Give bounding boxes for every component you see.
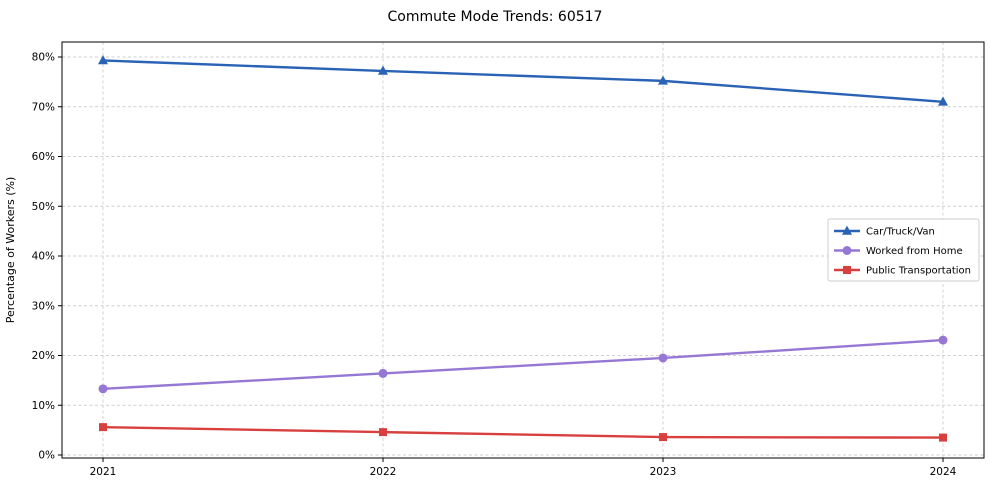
- data-point-marker-square: [939, 433, 947, 442]
- legend-box: [827, 218, 980, 282]
- data-point-marker-circle: [378, 368, 388, 378]
- y-axis-label: Percentage of Workers (%): [4, 177, 17, 324]
- series-line-worked-from-home: [101, 338, 945, 391]
- data-point-marker-triangle: [938, 96, 948, 106]
- y-tick-label: 70%: [32, 101, 55, 113]
- y-tick-label: 0%: [38, 450, 55, 462]
- y-tick-label: 80%: [32, 52, 55, 64]
- data-point-marker-square: [99, 423, 107, 432]
- series-line-public-transportation: [101, 425, 945, 439]
- y-tick-label: 40%: [32, 251, 55, 263]
- x-tick-label: 2024: [930, 466, 957, 478]
- data-point-marker-circle: [98, 384, 108, 394]
- data-point-marker-square: [659, 433, 667, 442]
- data-point-marker-triangle: [98, 55, 108, 65]
- x-tick-label: 2021: [90, 466, 117, 478]
- x-tick-label: 2022: [370, 466, 397, 478]
- data-point-marker-circle: [842, 246, 852, 255]
- data-point-marker-triangle: [658, 75, 668, 85]
- y-tick-label: 20%: [32, 350, 55, 362]
- legend-label-worked-from-home: Worked from Home: [866, 246, 963, 257]
- data-point-marker-circle: [658, 353, 668, 363]
- y-tick-label: 10%: [32, 400, 55, 412]
- data-point-marker-square: [379, 428, 387, 437]
- plot-border: [61, 41, 985, 459]
- chart-title: Commute Mode Trends: 60517: [388, 9, 603, 25]
- data-point-marker-triangle: [378, 65, 388, 75]
- y-tick-label: 60%: [32, 151, 55, 163]
- x-tick-label: 2023: [650, 466, 677, 478]
- y-tick-label: 50%: [32, 201, 55, 213]
- legend-label-public-transportation: Public Transportation: [866, 266, 971, 277]
- legend-label-car-truck-van: Car/Truck/Van: [866, 227, 935, 238]
- data-point-marker-square: [843, 266, 851, 274]
- data-point-marker-triangle: [842, 225, 852, 235]
- data-point-marker-circle: [938, 335, 948, 345]
- y-tick-label: 30%: [32, 300, 55, 312]
- series-line-car-truck-van: [101, 59, 945, 103]
